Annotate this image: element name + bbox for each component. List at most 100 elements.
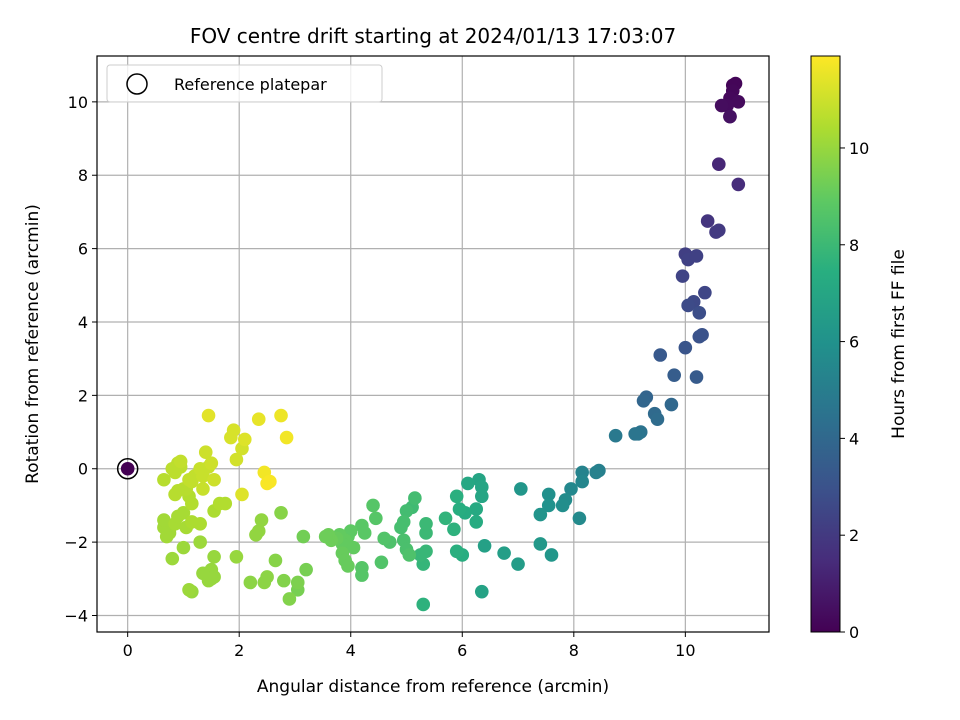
x-tick-label: 10 — [675, 641, 695, 660]
data-point — [575, 474, 589, 489]
data-point — [692, 306, 707, 320]
data-point — [168, 487, 182, 502]
data-point — [712, 223, 726, 238]
plot-frame — [96, 55, 770, 633]
data-point — [394, 520, 408, 535]
x-tick-label: 6 — [457, 641, 467, 660]
x-tick-label: 8 — [569, 641, 579, 660]
data-point — [449, 544, 464, 559]
data-point — [497, 546, 511, 560]
data-point — [263, 474, 277, 489]
data-point — [689, 370, 704, 384]
data-point — [723, 109, 737, 124]
colorbar-tick-label: 0 — [849, 623, 859, 642]
reference-point — [120, 461, 135, 476]
data-point — [712, 157, 726, 172]
data-point — [377, 531, 392, 546]
y-tick-label: −2 — [64, 533, 88, 552]
data-point — [474, 584, 489, 599]
data-point — [346, 540, 361, 555]
data-point — [408, 491, 422, 505]
data-point — [318, 529, 333, 544]
y-tick-label: 4 — [78, 313, 88, 332]
data-point — [700, 214, 715, 228]
data-point — [731, 95, 746, 109]
data-point — [564, 482, 578, 496]
data-point — [235, 487, 249, 502]
data-point — [541, 487, 556, 502]
y-tick-label: 10 — [68, 93, 88, 112]
data-point — [664, 397, 679, 412]
x-axis-label: Angular distance from reference (arcmin) — [257, 677, 609, 697]
data-point — [572, 511, 587, 526]
x-axis-ticks: 0 2 4 6 8 10 — [123, 632, 696, 660]
data-point — [254, 513, 269, 527]
data-point — [198, 445, 213, 460]
y-tick-label: 2 — [78, 386, 88, 405]
y-tick-label: 0 — [78, 460, 88, 479]
data-point — [544, 548, 559, 562]
y-axis-label: Rotation from reference (arcmin) — [23, 204, 43, 484]
chart-title: FOV centre drift starting at 2024/01/13 … — [190, 24, 676, 48]
data-point — [681, 298, 695, 313]
data-point — [182, 583, 196, 597]
data-point — [452, 502, 467, 516]
data-point — [226, 423, 241, 438]
data-point — [514, 482, 528, 496]
x-tick-label: 0 — [123, 641, 133, 660]
data-point — [695, 328, 709, 342]
colorbar-tick-label: 4 — [849, 429, 859, 448]
data-point — [698, 285, 712, 300]
data-point — [157, 472, 171, 487]
data-point — [416, 597, 431, 612]
data-point — [366, 498, 380, 513]
data-point — [282, 592, 297, 606]
data-point — [675, 269, 690, 283]
data-point — [257, 575, 272, 590]
data-point — [533, 537, 548, 551]
colorbar-tick-label: 2 — [849, 526, 859, 545]
colorbar — [810, 55, 841, 633]
data-point — [650, 412, 665, 427]
reference-ring — [116, 457, 139, 480]
colorbar-ticks: 0 2 4 6 8 10 — [840, 139, 869, 642]
data-point — [229, 549, 244, 564]
data-point — [193, 535, 207, 549]
data-point — [714, 98, 729, 113]
data-point — [419, 516, 433, 531]
legend-marker-icon — [126, 73, 148, 95]
data-point — [608, 428, 623, 443]
data-point — [399, 504, 414, 518]
data-point — [355, 568, 369, 582]
x-tick-label: 2 — [234, 641, 244, 660]
data-point — [438, 511, 453, 526]
data-point — [229, 452, 244, 467]
data-point — [357, 526, 372, 540]
legend: Reference platepar — [106, 64, 383, 103]
data-point — [165, 551, 180, 566]
data-point — [157, 513, 171, 527]
data-point — [449, 489, 464, 504]
data-point — [218, 496, 233, 511]
data-point — [653, 348, 668, 362]
data-point — [341, 559, 355, 573]
data-point — [636, 394, 651, 408]
data-point — [296, 529, 311, 544]
data-point — [689, 249, 704, 263]
y-tick-label: 6 — [78, 240, 88, 259]
data-point — [204, 456, 219, 471]
data-point — [419, 544, 433, 559]
data-point — [274, 505, 288, 520]
data-point — [731, 177, 746, 192]
data-point — [251, 412, 266, 427]
colorbar-tick-label: 6 — [849, 333, 859, 352]
data-point — [277, 573, 291, 588]
data-point — [474, 489, 489, 504]
y-axis-ticks: −4 −2 0 2 4 6 8 10 — [64, 93, 97, 625]
data-point — [469, 502, 484, 516]
data-point — [176, 505, 191, 520]
legend-entry-label: Reference platepar — [174, 75, 327, 94]
data-point — [268, 553, 283, 568]
data-point — [628, 427, 642, 441]
data-point — [511, 557, 525, 571]
